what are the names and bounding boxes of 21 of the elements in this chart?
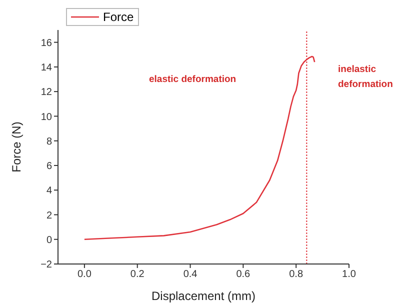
y-tick-label: 6: [46, 161, 52, 172]
legend-label: Force: [103, 10, 134, 24]
y-tick-label: 14: [40, 62, 52, 74]
x-tick-label: 0.4: [183, 269, 198, 280]
y-axis-title: Force (N): [9, 122, 24, 172]
annotation: inelastic deformation: [338, 63, 394, 92]
y-tick-label: 16: [40, 38, 52, 49]
annotation: elastic deformation: [149, 73, 238, 87]
y-tick-label: −2: [40, 260, 52, 271]
x-tick-label: 0.0: [78, 269, 92, 280]
y-tick-label: 12: [40, 87, 52, 98]
x-axis-title: Displacement (mm): [151, 289, 256, 303]
x-tick-label: 0.8: [289, 269, 304, 280]
x-tick-label: 0.6: [236, 269, 251, 280]
x-tick-label: 0.2: [130, 269, 145, 280]
y-tick-label: 4: [46, 186, 52, 197]
x-tick-label: 1.0: [342, 269, 356, 280]
y-tick-label: 0: [46, 234, 52, 246]
y-tick-label: 10: [40, 112, 52, 123]
y-tick-label: 8: [46, 136, 52, 148]
y-tick-label: 2: [46, 210, 52, 222]
